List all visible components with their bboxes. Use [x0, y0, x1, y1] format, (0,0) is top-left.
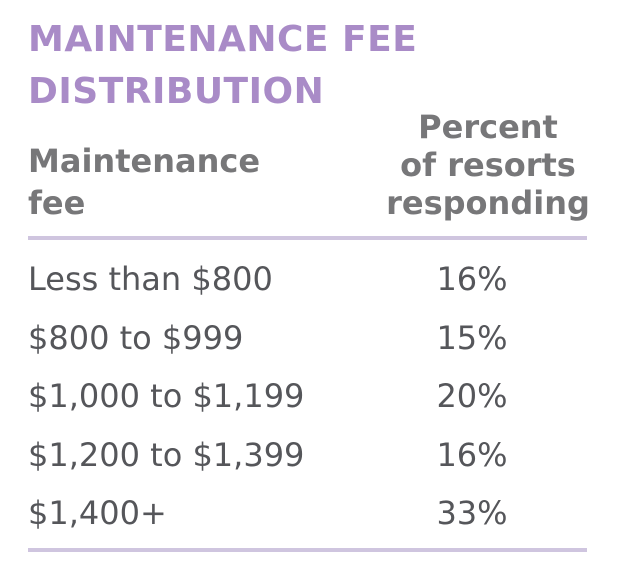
title-line-2: DISTRIBUTION — [28, 71, 325, 112]
table-row: $1,400+ 33% — [28, 484, 587, 543]
column-header-fee-line-1: Maintenance — [28, 142, 261, 180]
column-header-fee-line-2: fee — [28, 184, 86, 222]
column-header-percent-line-3: responding — [386, 184, 590, 222]
header-divider — [28, 236, 587, 240]
column-header-percent-line-2: of resorts — [400, 146, 576, 184]
column-header-fee: Maintenance fee — [28, 140, 260, 224]
fee-cell: $1,200 to $1,399 — [28, 435, 305, 474]
percent-cell: 15% — [436, 318, 508, 357]
fee-cell: Less than $800 — [28, 260, 273, 298]
percent-cell: 16% — [436, 260, 508, 298]
table-row: $1,000 to $1,199 20% — [28, 367, 587, 426]
percent-cell: 16% — [436, 435, 508, 474]
fee-cell: $1,400+ — [28, 494, 167, 532]
fee-cell: $1,000 to $1,199 — [28, 377, 305, 415]
table-body: Less than $800 16% $800 to $999 15% $1,0… — [28, 250, 587, 543]
percent-cell: 33% — [436, 494, 508, 532]
table-row: Less than $800 16% — [28, 250, 587, 309]
fee-cell: $800 to $999 — [28, 318, 244, 357]
footer-divider — [28, 548, 587, 552]
table-row: $1,200 to $1,399 16% — [28, 426, 587, 485]
percent-cell: 20% — [436, 377, 508, 415]
column-header-percent-line-1: Percent — [418, 108, 558, 146]
column-header-percent: Percent of resorts responding — [368, 108, 608, 222]
table-title: MAINTENANCE FEE DISTRIBUTION — [28, 14, 588, 118]
table-row: $800 to $999 15% — [28, 309, 587, 368]
title-line-1: MAINTENANCE FEE — [28, 19, 418, 60]
